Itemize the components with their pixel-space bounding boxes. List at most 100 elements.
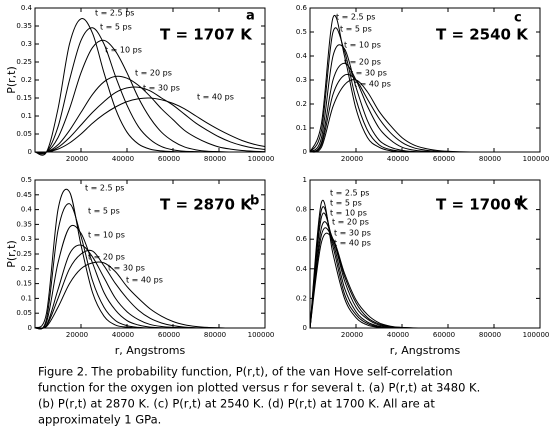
y-tick-label: 0.05 bbox=[16, 309, 32, 317]
y-tick-label: 0 bbox=[28, 324, 32, 332]
y-axis-label: P(r,t) bbox=[5, 240, 18, 268]
x-tick-label: 100000 bbox=[248, 331, 275, 339]
series-line bbox=[34, 244, 265, 330]
series-label: t = 40 ps bbox=[126, 276, 163, 285]
y-tick-label: 0.35 bbox=[16, 22, 32, 30]
panel-title: T = 2870 K bbox=[160, 196, 253, 214]
series-line bbox=[34, 249, 265, 330]
y-tick-label: 0.15 bbox=[16, 94, 32, 102]
y-tick-label: 0.3 bbox=[21, 40, 32, 48]
y-tick-label: 0.05 bbox=[16, 130, 32, 138]
x-tick-label: 80000 bbox=[204, 155, 226, 163]
series-label: t = 20 ps bbox=[332, 218, 369, 227]
caption-line: approximately 1 GPa. bbox=[38, 413, 161, 427]
series-label: t = 5 ps bbox=[340, 25, 372, 34]
series-label: t = 30 ps bbox=[350, 69, 387, 78]
x-tick-label: 40000 bbox=[387, 155, 409, 163]
series-line bbox=[34, 39, 265, 154]
series-label: t = 20 ps bbox=[135, 69, 172, 78]
y-tick-label: 0.45 bbox=[16, 191, 32, 199]
y-tick-label: 0.25 bbox=[16, 250, 32, 258]
y-tick-label: 0.6 bbox=[296, 4, 308, 12]
x-axis-label: r, Angstroms bbox=[115, 344, 186, 357]
series-line bbox=[309, 62, 540, 153]
y-tick-label: 0.4 bbox=[296, 52, 308, 60]
y-tick-label: 0.4 bbox=[21, 206, 33, 214]
panel-title: T = 2540 K bbox=[436, 26, 529, 44]
y-tick-label: 0.3 bbox=[21, 235, 32, 243]
y-tick-label: 0 bbox=[303, 148, 307, 156]
panel-title: T = 1700 K bbox=[436, 196, 529, 214]
x-tick-label: 60000 bbox=[158, 331, 180, 339]
x-tick-label: 40000 bbox=[112, 331, 134, 339]
panel-letter: d bbox=[514, 195, 523, 210]
series-label: t = 30 ps bbox=[108, 264, 145, 273]
caption-line: function for the oxygen ion plotted vers… bbox=[38, 381, 480, 395]
series-label: t = 40 ps bbox=[334, 239, 371, 248]
y-tick-label: 0.35 bbox=[16, 220, 32, 228]
y-tick-label: 0.1 bbox=[21, 294, 32, 302]
x-axis-label: r, Angstroms bbox=[390, 344, 461, 357]
panel-letter: b bbox=[250, 194, 259, 209]
y-tick-label: 0.2 bbox=[21, 76, 32, 84]
y-tick-label: 0.2 bbox=[296, 294, 307, 302]
series-line bbox=[34, 203, 265, 330]
y-tick-label: 0.4 bbox=[296, 265, 308, 273]
series-label: t = 2.5 ps bbox=[336, 13, 375, 22]
series-label: t = 40 ps bbox=[197, 93, 234, 102]
series-label: t = 10 ps bbox=[88, 231, 125, 240]
series-line bbox=[34, 75, 266, 154]
y-tick-label: 0.1 bbox=[296, 124, 307, 132]
series-label: t = 30 ps bbox=[334, 229, 371, 238]
series-label: t = 10 ps bbox=[105, 46, 142, 55]
x-tick-label: 60000 bbox=[433, 331, 455, 339]
series-label: t = 5 ps bbox=[88, 207, 120, 216]
y-tick-label: 0.6 bbox=[296, 235, 308, 243]
series-label: t = 20 ps bbox=[344, 58, 381, 67]
series-line bbox=[309, 232, 540, 329]
series-label: t = 20 ps bbox=[88, 253, 125, 262]
y-tick-label: 0.2 bbox=[21, 265, 32, 273]
x-tick-label: 80000 bbox=[479, 331, 501, 339]
x-tick-label: 20000 bbox=[66, 155, 88, 163]
series-label: t = 5 ps bbox=[100, 23, 132, 32]
y-tick-label: 0 bbox=[28, 148, 32, 156]
series-line bbox=[34, 97, 266, 153]
x-tick-label: 100000 bbox=[523, 331, 550, 339]
series-label: t = 40 ps bbox=[354, 80, 391, 89]
y-tick-label: 0.1 bbox=[21, 112, 32, 120]
caption-line: (b) P(r,t) at 2870 K. (c) P(r,t) at 2540… bbox=[38, 397, 435, 411]
x-tick-label: 20000 bbox=[66, 331, 88, 339]
series-label: t = 2.5 ps bbox=[85, 184, 124, 193]
series-label: t = 30 ps bbox=[143, 84, 180, 93]
y-tick-label: 0.2 bbox=[296, 100, 307, 108]
panel-letter: a bbox=[246, 9, 255, 24]
x-tick-label: 40000 bbox=[112, 155, 134, 163]
series-label: t = 10 ps bbox=[344, 41, 381, 50]
series-line bbox=[34, 86, 266, 153]
x-tick-label: 40000 bbox=[387, 331, 409, 339]
x-tick-label: 60000 bbox=[158, 155, 180, 163]
series-label: t = 5 ps bbox=[330, 199, 362, 208]
caption-line: Figure 2. The probability function, P(r,… bbox=[38, 365, 453, 379]
y-tick-label: 0.8 bbox=[296, 206, 307, 214]
y-tick-label: 0 bbox=[303, 324, 307, 332]
series-label: t = 2.5 ps bbox=[330, 189, 369, 198]
series-label: t = 2.5 ps bbox=[95, 9, 134, 18]
y-axis-label: P(r,t) bbox=[5, 66, 18, 94]
y-tick-label: 0.25 bbox=[16, 58, 32, 66]
x-tick-label: 80000 bbox=[204, 331, 226, 339]
x-tick-label: 100000 bbox=[248, 155, 275, 163]
x-tick-label: 80000 bbox=[479, 155, 501, 163]
x-tick-label: 20000 bbox=[341, 331, 363, 339]
panel-title: T = 1707 K bbox=[160, 26, 253, 44]
x-tick-label: 60000 bbox=[433, 155, 455, 163]
series-line bbox=[309, 73, 540, 153]
series-label: t = 10 ps bbox=[330, 209, 367, 218]
series-line bbox=[309, 79, 540, 153]
y-tick-label: 0.15 bbox=[16, 280, 32, 288]
y-tick-label: 0.5 bbox=[296, 28, 307, 36]
y-tick-label: 1 bbox=[303, 176, 307, 184]
x-tick-label: 20000 bbox=[341, 155, 363, 163]
